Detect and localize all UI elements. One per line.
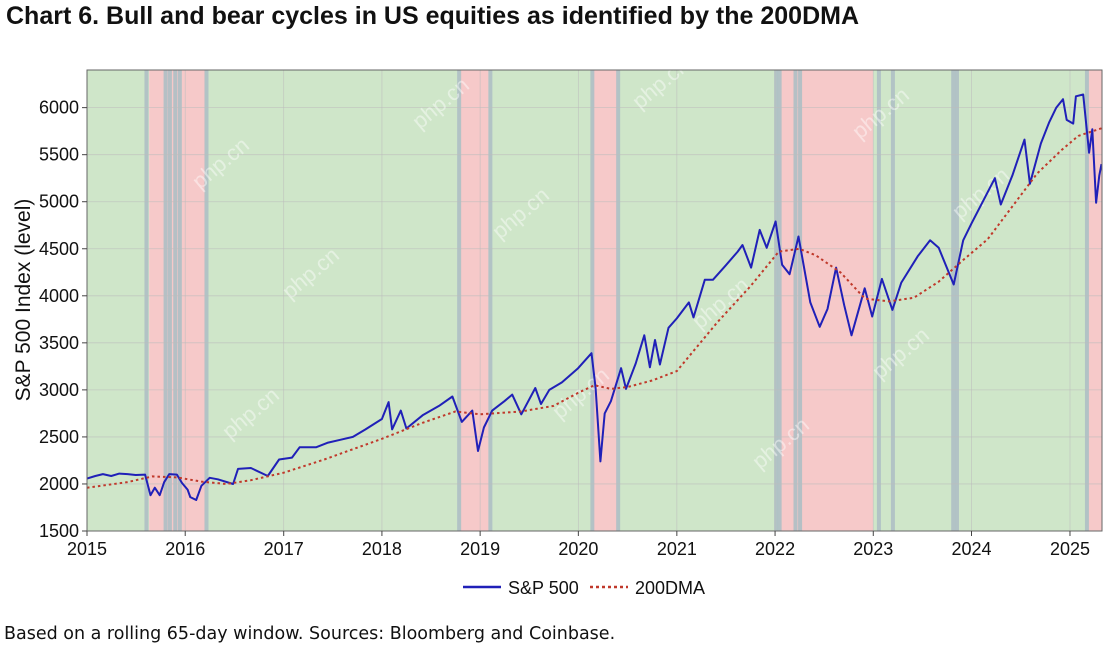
x-axis: 2015 2016 2017 2018 2019 2020 2021 2022 2023 2024… (67, 531, 1090, 559)
y-tick-label: 2000 (39, 474, 79, 494)
x-tick-label: 2020 (558, 539, 598, 559)
transition-marker (954, 70, 959, 531)
transition-marker (488, 70, 493, 531)
legend-label-200dma: 200DMA (635, 578, 705, 598)
transition-marker (177, 70, 182, 531)
x-tick-label: 2022 (755, 539, 795, 559)
transition-marker (793, 70, 798, 531)
y-tick-label: 5500 (39, 145, 79, 165)
transition-marker (1084, 70, 1089, 531)
x-tick-label: 2024 (951, 539, 991, 559)
transition-marker (173, 70, 178, 531)
transition-marker (457, 70, 462, 531)
bull-regime-band (205, 70, 461, 531)
y-tick-label: 5000 (39, 192, 79, 212)
x-tick-label: 2019 (460, 539, 500, 559)
plot-frame (86, 69, 1103, 532)
x-tick-label: 2018 (362, 539, 402, 559)
x-tick-label: 2021 (657, 539, 697, 559)
bull-regime-band (873, 70, 1089, 531)
chart-title: Chart 6. Bull and bear cycles in US equi… (6, 2, 860, 30)
bull-regime-band (87, 70, 150, 531)
transition-marker (616, 70, 621, 531)
x-tick-label: 2016 (165, 539, 205, 559)
y-tick-label: 1500 (39, 521, 79, 541)
y-tick-label: 4500 (39, 239, 79, 259)
transition-marker (204, 70, 209, 531)
transition-marker (890, 70, 895, 531)
y-tick-label: 6000 (39, 98, 79, 118)
legend-label-sp500: S&P 500 (508, 578, 579, 598)
legend: S&P 500 200DMA (463, 578, 705, 598)
x-tick-label: 2017 (264, 539, 304, 559)
transition-marker (163, 70, 168, 531)
transition-marker (144, 70, 149, 531)
bear-regime-band (593, 70, 618, 531)
footnote: Based on a rolling 65-day window. Source… (4, 624, 616, 644)
x-tick-label: 2023 (853, 539, 893, 559)
y-tick-label: 3000 (39, 380, 79, 400)
series-layer (87, 93, 1102, 501)
x-tick-label: 2025 (1050, 539, 1090, 559)
sp500-line (87, 93, 1102, 501)
bear-regime-band (460, 70, 489, 531)
transition-marker (590, 70, 595, 531)
transition-marker (777, 70, 782, 531)
chart: php.cnphp.cnphp.cnphp.cnphp.cnphp.cnphp.… (12, 69, 1103, 598)
y-tick-label: 4000 (39, 286, 79, 306)
transition-marker (798, 70, 803, 531)
transition-marker (951, 70, 956, 531)
x-tick-label: 2015 (67, 539, 107, 559)
dma200-line (87, 127, 1102, 489)
bull-regime-band (488, 70, 594, 531)
y-tick-label: 2500 (39, 427, 79, 447)
y-tick-label: 3500 (39, 333, 79, 353)
y-axis: 1500 2000 2500 3000 3500 4000 4500 5000 5500 6000 (39, 98, 87, 541)
transition-marker (167, 70, 172, 531)
transition-marker (774, 70, 779, 531)
y-axis-label: S&P 500 Index (level) (12, 199, 35, 402)
